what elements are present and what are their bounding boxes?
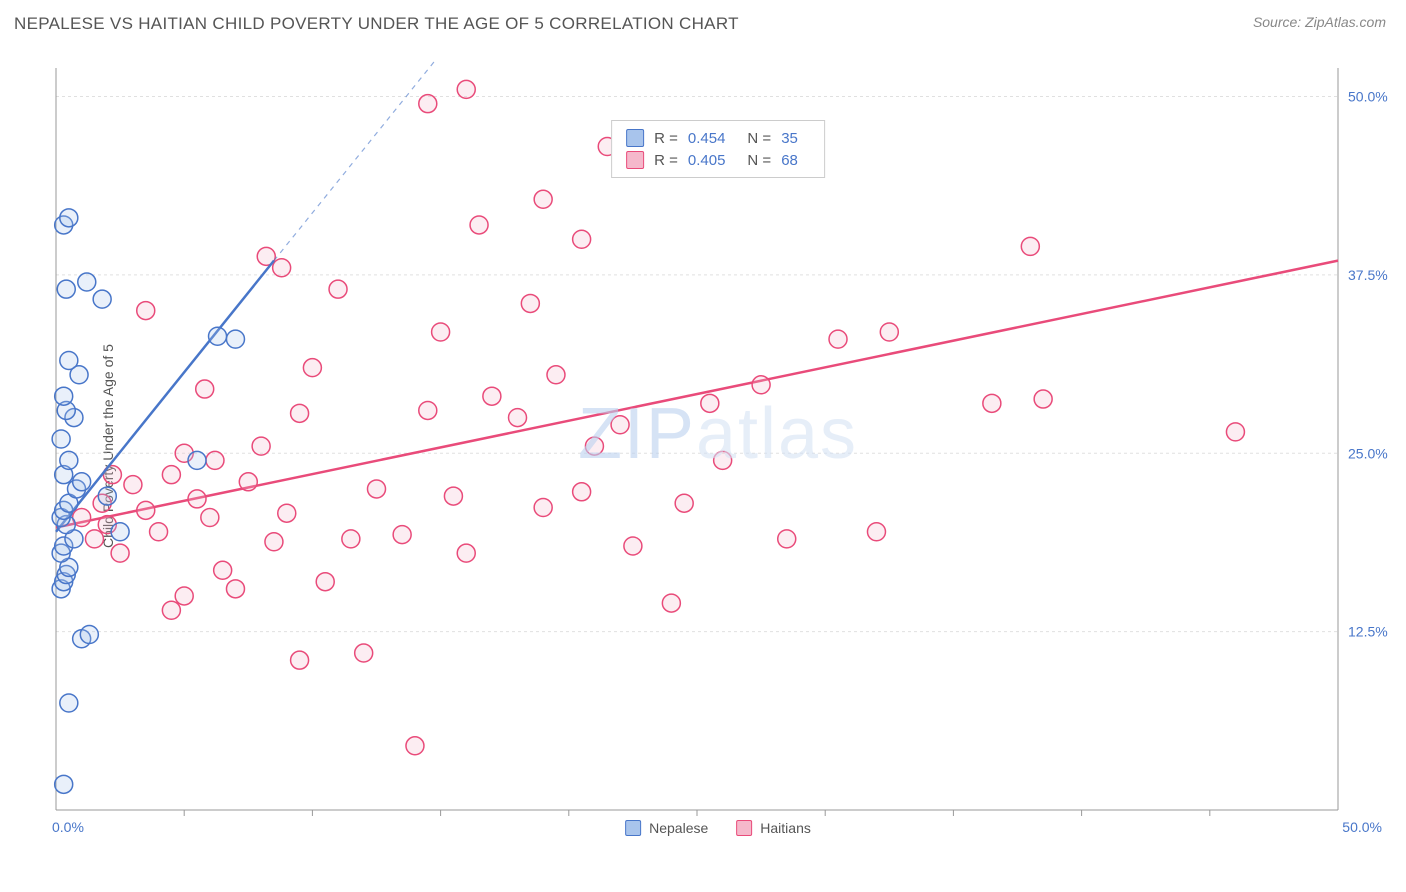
svg-text:0.0%: 0.0%: [52, 819, 84, 835]
source-attribution: Source: ZipAtlas.com: [1253, 14, 1386, 30]
legend-swatch-nepalese: [625, 820, 641, 836]
svg-text:50.0%: 50.0%: [1348, 89, 1388, 105]
r-label: R =: [654, 152, 678, 169]
stats-swatch-haitians: [626, 151, 644, 169]
legend: Nepalese Haitians: [625, 820, 811, 836]
n-label: N =: [747, 130, 771, 147]
stats-row-haitians: R = 0.405 N = 68: [626, 149, 810, 171]
chart-title: NEPALESE VS HAITIAN CHILD POVERTY UNDER …: [14, 14, 739, 33]
legend-swatch-haitians: [736, 820, 752, 836]
svg-text:25.0%: 25.0%: [1348, 445, 1388, 461]
stats-swatch-nepalese: [626, 129, 644, 147]
chart-area: 12.5%25.0%37.5%50.0%0.0%50.0% ZIPatlas R…: [48, 60, 1388, 840]
correlation-stats-box: R = 0.454 N = 35 R = 0.405 N = 68: [611, 120, 825, 178]
n-label: N =: [747, 152, 771, 169]
legend-label-haitians: Haitians: [760, 820, 811, 836]
chart-header: NEPALESE VS HAITIAN CHILD POVERTY UNDER …: [0, 0, 1406, 48]
stats-row-nepalese: R = 0.454 N = 35: [626, 127, 810, 149]
svg-text:12.5%: 12.5%: [1348, 624, 1388, 640]
svg-text:50.0%: 50.0%: [1342, 819, 1382, 835]
legend-label-nepalese: Nepalese: [649, 820, 708, 836]
legend-item-nepalese: Nepalese: [625, 820, 708, 836]
r-label: R =: [654, 130, 678, 147]
n-value-nepalese: 35: [781, 130, 798, 147]
legend-item-haitians: Haitians: [736, 820, 811, 836]
svg-text:37.5%: 37.5%: [1348, 267, 1388, 283]
n-value-haitians: 68: [781, 152, 798, 169]
r-value-nepalese: 0.454: [688, 130, 726, 147]
r-value-haitians: 0.405: [688, 152, 726, 169]
